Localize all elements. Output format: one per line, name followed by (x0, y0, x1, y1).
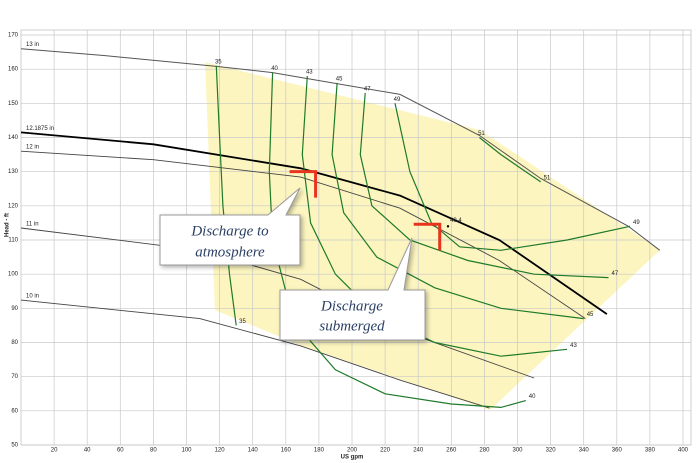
curve-label: 51 (478, 131, 485, 137)
impeller-curve (20, 131, 608, 315)
y-tick-label: 130 (8, 169, 19, 175)
y-tick-label: 160 (8, 67, 19, 73)
curve-label: 45 (587, 312, 594, 318)
y-tick-label: 70 (11, 374, 18, 380)
callout-2: Discharge submerged (279, 237, 426, 341)
curve-label: 49 (394, 97, 401, 103)
curves (20, 48, 661, 409)
y-tick-label: 100 (8, 272, 19, 278)
x-tick-label: 340 (579, 448, 590, 454)
x-tick-label: 300 (512, 448, 523, 454)
x-tick-label: 280 (479, 448, 490, 454)
x-tick-label: 40 (84, 448, 91, 454)
y-tick-label: 90 (11, 306, 18, 312)
y-tick-label: 80 (11, 340, 18, 346)
x-tick-label: 380 (645, 448, 656, 454)
operating-marker (413, 222, 442, 251)
curve-label: 13 in (26, 42, 39, 48)
x-tick-label: 360 (612, 448, 623, 454)
y-tick-label: 120 (8, 203, 19, 209)
curve-label: 51 (544, 175, 551, 181)
y-tick-label: 170 (8, 33, 19, 39)
x-tick-label: 200 (347, 448, 358, 454)
y-tick-label: 110 (8, 238, 18, 244)
curve-label: 35 (215, 59, 222, 65)
curve-label: 10 in (26, 294, 39, 300)
curve-label: 12.1875 in (26, 126, 54, 132)
callout-text: atmosphere (195, 244, 265, 260)
callout-box (159, 187, 301, 266)
y-tick-label: 150 (8, 101, 19, 107)
efficiency-curve (479, 137, 542, 183)
y-axis-label: Head - ft (5, 213, 11, 237)
y-tick-label: 140 (8, 135, 19, 141)
x-tick-label: 100 (181, 448, 192, 454)
curve-label: 49 (633, 220, 640, 226)
callout-text: Discharge (320, 298, 383, 314)
x-tick-label: 400 (678, 448, 689, 454)
curve-label: 35 (239, 319, 246, 325)
grid (20, 29, 692, 446)
operating-marker (289, 170, 318, 198)
efficiency-curve (215, 65, 237, 326)
y-tick-label: 60 (11, 408, 18, 414)
x-tick-label: 60 (117, 448, 124, 454)
x-axis-label: US gpm (341, 455, 364, 461)
x-tick-label: 260 (446, 448, 457, 454)
impeller-curve (20, 227, 535, 379)
curve-label: 43 (570, 343, 577, 349)
callout-box (279, 237, 426, 341)
x-tick-label: 160 (281, 448, 292, 454)
bep-label: 49.4 (450, 218, 462, 224)
x-tick-label: 120 (215, 448, 226, 454)
curve-label: 43 (306, 70, 313, 76)
x-tick-label: 80 (150, 448, 157, 454)
curve-label: 40 (271, 66, 278, 72)
x-tick-label: 320 (546, 448, 557, 454)
callout-text: submerged (319, 318, 385, 334)
efficiency-curve (394, 103, 631, 251)
callout-text: Discharge to (190, 223, 269, 239)
efficiency-curve (331, 82, 584, 320)
x-tick-label: 220 (380, 448, 391, 454)
efficiency-curve (268, 72, 526, 409)
curve-label: 47 (612, 271, 619, 277)
impeller-curve (20, 48, 661, 251)
callout-1: Discharge to atmosphere (159, 187, 301, 266)
efficiency-curve (359, 93, 609, 279)
curve-label: 11 in (26, 222, 39, 228)
bep-point (446, 225, 450, 228)
x-tick-label: 240 (413, 448, 424, 454)
y-tick-label: 50 (11, 443, 18, 449)
curve-label: 47 (364, 87, 371, 93)
x-tick-label: 140 (248, 448, 259, 454)
impeller-curve (20, 299, 490, 409)
x-tick-label: 20 (51, 448, 58, 454)
x-tick-label: 180 (314, 448, 325, 454)
curve-label: 40 (529, 394, 536, 400)
curve-label: 12 in (26, 145, 39, 151)
curve-label: 45 (336, 76, 343, 82)
